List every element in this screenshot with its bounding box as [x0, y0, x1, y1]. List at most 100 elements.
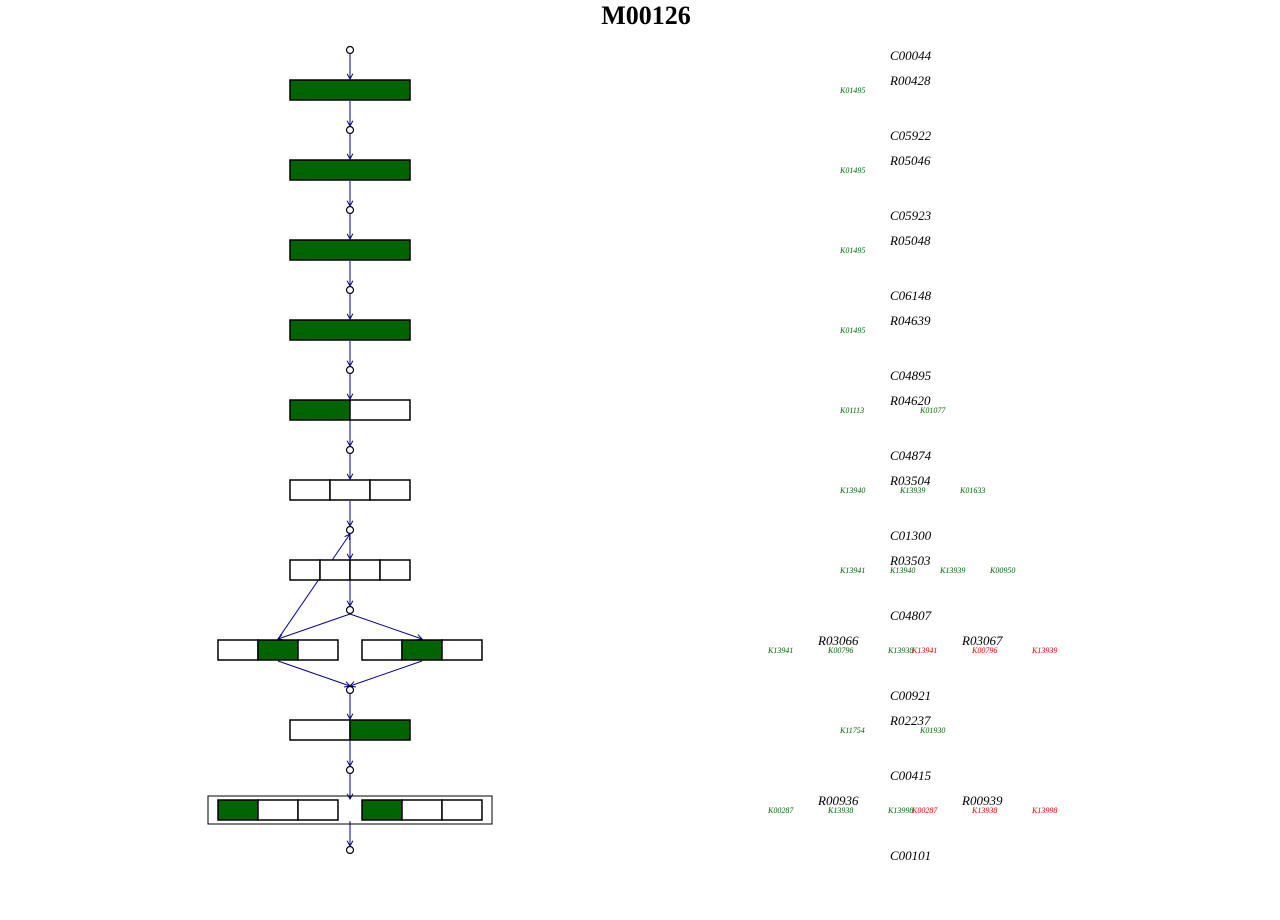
ko-label-K01113: K01113 [839, 406, 864, 415]
step-10-complex-frame [207, 795, 493, 825]
compound-label-C00921: C00921 [890, 688, 931, 703]
edge-in-9-arrowhead [346, 793, 354, 801]
edge-in-2-arrowhead [346, 233, 354, 241]
reaction-label-R04639: R04639 [889, 313, 931, 328]
edge-in-6-arrowhead [346, 553, 354, 561]
step-8-box-1-cell-2 [257, 639, 299, 661]
step-6-box-1-cell-2 [329, 479, 371, 501]
reaction-label-R05046: R05046 [889, 153, 931, 168]
step-4-box-1-cell-1 [289, 319, 411, 341]
step-10-box-1-cell-1 [217, 799, 259, 821]
edge-branch-left-in [277, 613, 351, 640]
step-8-box-1-cell-1 [217, 639, 259, 661]
compound-label-C05923: C05923 [890, 208, 932, 223]
edge-branch-back-arrowhead [344, 533, 351, 541]
compound-label-C04874: C04874 [890, 448, 932, 463]
ko-label-K13998: K13998 [887, 806, 913, 815]
reaction-label-R00428: R00428 [889, 73, 931, 88]
ko-label-K01495: K01495 [839, 166, 865, 175]
compound-node-C04807 [345, 605, 355, 615]
compound-nodes [345, 45, 355, 855]
compound-node-C01300 [345, 525, 355, 535]
step-10-box-1-cell-3 [297, 799, 339, 821]
compound-node-C04895 [345, 365, 355, 375]
compound-label-C00101: C00101 [890, 848, 931, 863]
edge-in-4-arrowhead [346, 393, 354, 401]
ko-label-K01633: K01633 [959, 486, 985, 495]
compound-node-C05923 [345, 205, 355, 215]
edge-branch-left-out [277, 660, 351, 687]
step-9-box-1-cell-2 [349, 719, 411, 741]
step-6-box-1-cell-3 [369, 479, 411, 501]
reaction-label-R00939: R00939 [961, 793, 1003, 808]
ko-label-K00950: K00950 [989, 566, 1015, 575]
compound-node-C04874 [345, 445, 355, 455]
reaction-label-R03503: R03503 [889, 553, 931, 568]
edge-in-5-arrowhead [346, 473, 354, 481]
ko-label-K13940: K13940 [839, 486, 865, 495]
edge-branch-right-in [349, 613, 423, 640]
ko-label-K01495: K01495 [839, 86, 865, 95]
step-7-box-1-cell-2 [319, 559, 351, 581]
step-8-box-2-cell-3 [441, 639, 483, 661]
compound-node-C00101 [345, 845, 355, 855]
ko-label-K13938: K13938 [887, 646, 913, 655]
edge-in-3-arrowhead [346, 313, 354, 321]
step-10-box-2-cell-1 [361, 799, 403, 821]
compound-label-C06148: C06148 [890, 288, 932, 303]
compound-label-C00415: C00415 [890, 768, 932, 783]
ko-label-K13938: K13938 [827, 806, 853, 815]
ko-label-K00796: K00796 [827, 646, 853, 655]
ko-label-K00287: K00287 [911, 806, 938, 815]
step-5-box-1-cell-1 [289, 399, 351, 421]
ko-label-K13998: K13998 [1031, 806, 1057, 815]
reaction-boxes [207, 79, 493, 825]
edge-in-0-arrowhead [346, 73, 354, 81]
compound-label-C04895: C04895 [890, 368, 932, 383]
step-1-box-1-cell-1 [289, 79, 411, 101]
step-7-box-1-cell-1 [289, 559, 321, 581]
compound-label-C04807: C04807 [890, 608, 932, 623]
ko-label-K13938: K13938 [971, 806, 997, 815]
step-8-box-2-cell-2 [401, 639, 443, 661]
step-7-box-1-cell-4 [379, 559, 411, 581]
step-10-box-2-cell-3 [441, 799, 483, 821]
step-8-box-2-cell-1 [361, 639, 403, 661]
reaction-label-R03504: R03504 [889, 473, 931, 488]
step-2-box-1-cell-1 [289, 159, 411, 181]
compound-node-C00921 [345, 685, 355, 695]
compound-label-C05922: C05922 [890, 128, 932, 143]
edge-in-1-arrowhead [346, 153, 354, 161]
ko-label-K13939: K13939 [939, 566, 965, 575]
compound-label-C00044: C00044 [890, 48, 932, 63]
ko-label-K13941: K13941 [839, 566, 865, 575]
ko-label-K13940: K13940 [889, 566, 915, 575]
reaction-label-R02237: R02237 [889, 713, 931, 728]
step-8-box-1-cell-3 [297, 639, 339, 661]
pathway-edges [277, 54, 423, 848]
compound-node-C00044 [345, 45, 355, 55]
edge-in-8-arrowhead [346, 713, 354, 721]
reaction-label-R05048: R05048 [889, 233, 931, 248]
module-title: M00126 [601, 1, 691, 30]
step-7-box-1-cell-3 [349, 559, 381, 581]
step-3-box-1-cell-1 [289, 239, 411, 261]
ko-label-K11754: K11754 [839, 726, 865, 735]
step-6-box-1-cell-1 [289, 479, 331, 501]
reaction-label-R03066: R03066 [817, 633, 859, 648]
step-10-box-1-cell-2 [257, 799, 299, 821]
ko-label-K00287: K00287 [767, 806, 794, 815]
compound-node-C05922 [345, 125, 355, 135]
edge-branch-back [277, 533, 351, 640]
reaction-label-R04620: R04620 [889, 393, 931, 408]
step-10-box-2-cell-2 [401, 799, 443, 821]
compound-node-C06148 [345, 285, 355, 295]
compound-node-C00415 [345, 765, 355, 775]
ko-label-K13941: K13941 [767, 646, 793, 655]
ko-label-K00796: K00796 [971, 646, 997, 655]
compound-label-C01300: C01300 [890, 528, 932, 543]
ko-label-K13941: K13941 [911, 646, 937, 655]
step-5-box-1-cell-2 [349, 399, 411, 421]
ko-label-K01930: K01930 [919, 726, 945, 735]
